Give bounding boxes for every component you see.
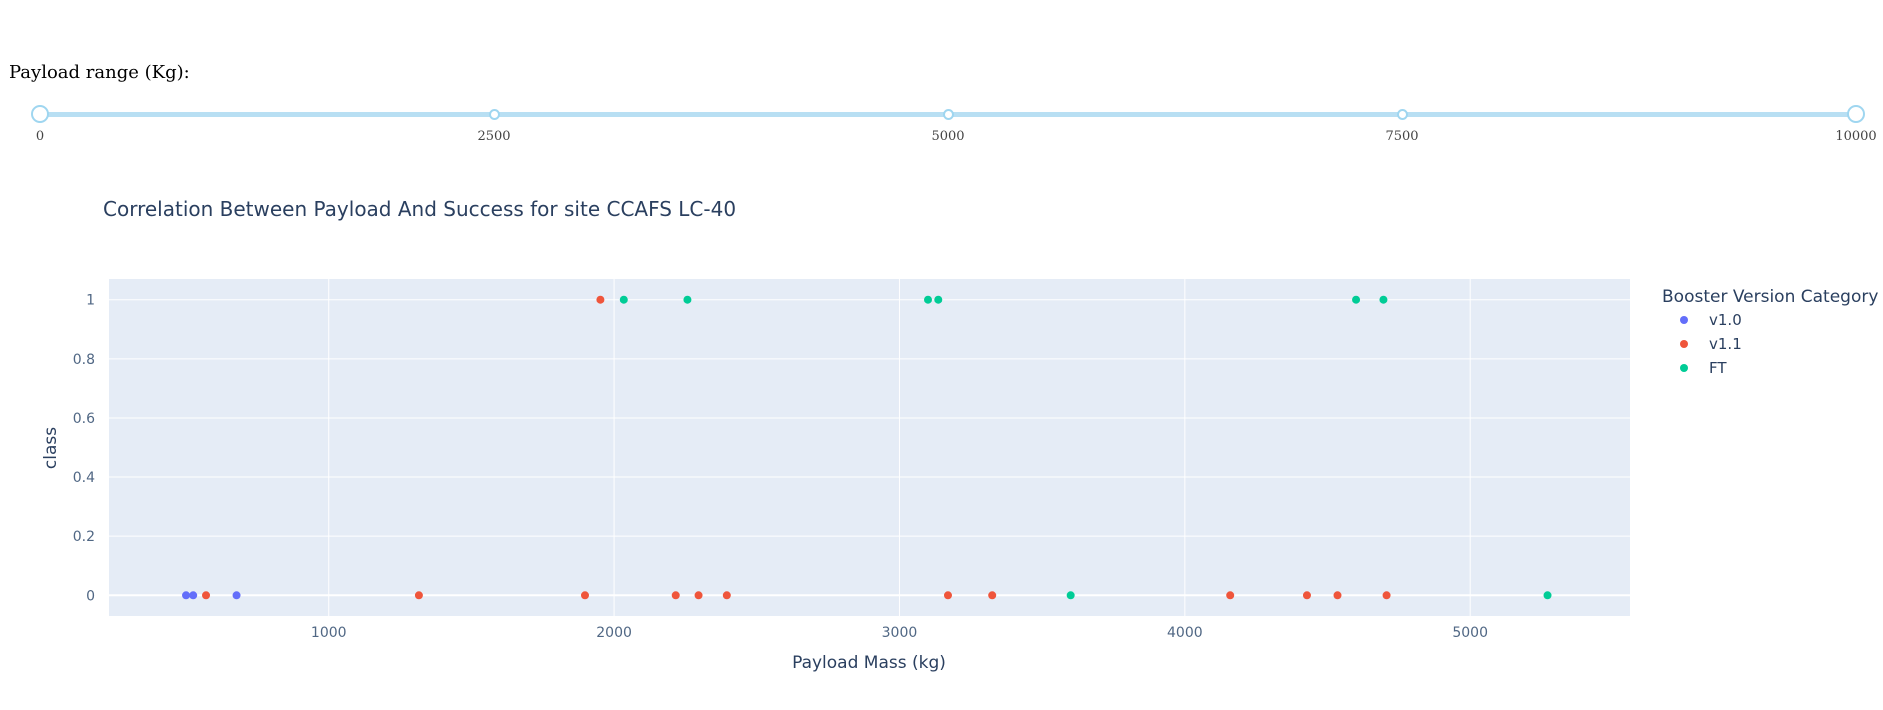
x-axis-label: Payload Mass (kg) bbox=[792, 653, 946, 673]
data-point-ft[interactable] bbox=[934, 295, 943, 304]
chart-title: Correlation Between Payload And Success … bbox=[103, 197, 736, 221]
legend-label-ft[interactable]: FT bbox=[1709, 359, 1727, 377]
slider-handle-min[interactable] bbox=[31, 105, 49, 123]
data-point-ft[interactable] bbox=[683, 295, 692, 304]
data-point-v1-0[interactable] bbox=[189, 591, 198, 600]
x-axis-ticks: 1000 2000 3000 4000 5000 bbox=[311, 625, 1488, 641]
slider-mark-label[interactable]: 2500 bbox=[477, 129, 511, 144]
y-axis-ticks: 0 0.2 0.4 0.6 0.8 1 bbox=[73, 293, 95, 605]
y-tick-label: 0.6 bbox=[73, 411, 95, 427]
plot-area bbox=[109, 279, 1630, 616]
data-point-v1-1[interactable] bbox=[1333, 591, 1342, 600]
x-tick-label: 4000 bbox=[1167, 625, 1203, 641]
slider-mark-label[interactable]: 10000 bbox=[1835, 129, 1877, 144]
data-point-ft[interactable] bbox=[1543, 591, 1552, 600]
data-point-v1-1[interactable] bbox=[943, 591, 952, 600]
data-point-v1-1[interactable] bbox=[202, 591, 211, 600]
slider-mark-dot[interactable] bbox=[489, 109, 500, 120]
y-tick-label: 0.8 bbox=[73, 352, 95, 368]
data-point-ft[interactable] bbox=[1352, 295, 1361, 304]
data-point-v1-1[interactable] bbox=[988, 591, 997, 600]
data-point-v1-1[interactable] bbox=[1302, 591, 1311, 600]
data-point-ft[interactable] bbox=[924, 295, 932, 304]
legend-marker-v1-1[interactable] bbox=[1680, 340, 1688, 348]
y-tick-label: 0.4 bbox=[73, 470, 95, 486]
slider-mark-label[interactable]: 5000 bbox=[931, 129, 965, 144]
data-point-v1-1[interactable] bbox=[580, 591, 589, 600]
data-point-v1-1[interactable] bbox=[1226, 591, 1235, 600]
data-point-v1-0[interactable] bbox=[232, 591, 241, 600]
data-point-v1-1[interactable] bbox=[596, 295, 605, 304]
data-point-v1-0[interactable] bbox=[182, 591, 191, 600]
y-tick-label: 0.2 bbox=[73, 529, 95, 545]
legend[interactable]: Booster Version Category v1.0 v1.1 FT bbox=[1662, 287, 1878, 377]
data-point-v1-1[interactable] bbox=[414, 591, 423, 600]
legend-label-v1-1[interactable]: v1.1 bbox=[1709, 335, 1742, 353]
data-point-ft[interactable] bbox=[619, 295, 628, 304]
legend-marker-v1-0[interactable] bbox=[1680, 316, 1688, 324]
data-point-ft[interactable] bbox=[1066, 591, 1075, 600]
x-tick-label: 1000 bbox=[311, 625, 347, 641]
x-tick-label: 3000 bbox=[882, 625, 918, 641]
grid-lines bbox=[109, 279, 1630, 616]
y-tick-label: 0 bbox=[86, 588, 95, 604]
slider-mark-dot[interactable] bbox=[943, 109, 954, 120]
data-points bbox=[182, 295, 1552, 600]
slider-mark-dot[interactable] bbox=[1397, 109, 1408, 120]
data-point-ft[interactable] bbox=[1379, 295, 1388, 304]
y-tick-label: 1 bbox=[86, 293, 95, 309]
legend-label-v1-0[interactable]: v1.0 bbox=[1709, 311, 1742, 329]
x-tick-label: 2000 bbox=[596, 625, 632, 641]
payload-range-slider[interactable]: 0 2500 5000 7500 10000 bbox=[31, 105, 1877, 147]
legend-title: Booster Version Category bbox=[1662, 287, 1878, 307]
data-point-v1-1[interactable] bbox=[722, 591, 731, 600]
x-tick-label: 5000 bbox=[1452, 625, 1488, 641]
slider-mark-label[interactable]: 7500 bbox=[1385, 129, 1419, 144]
data-point-v1-1[interactable] bbox=[694, 591, 703, 600]
data-point-v1-1[interactable] bbox=[1382, 591, 1391, 600]
data-point-v1-1[interactable] bbox=[671, 591, 680, 600]
slider-handle-max[interactable] bbox=[1847, 105, 1865, 123]
y-axis-label: class bbox=[41, 427, 61, 469]
slider-mark-label[interactable]: 0 bbox=[35, 129, 45, 144]
legend-marker-ft[interactable] bbox=[1680, 364, 1688, 372]
payload-range-label: Payload range (Kg): bbox=[9, 62, 190, 83]
